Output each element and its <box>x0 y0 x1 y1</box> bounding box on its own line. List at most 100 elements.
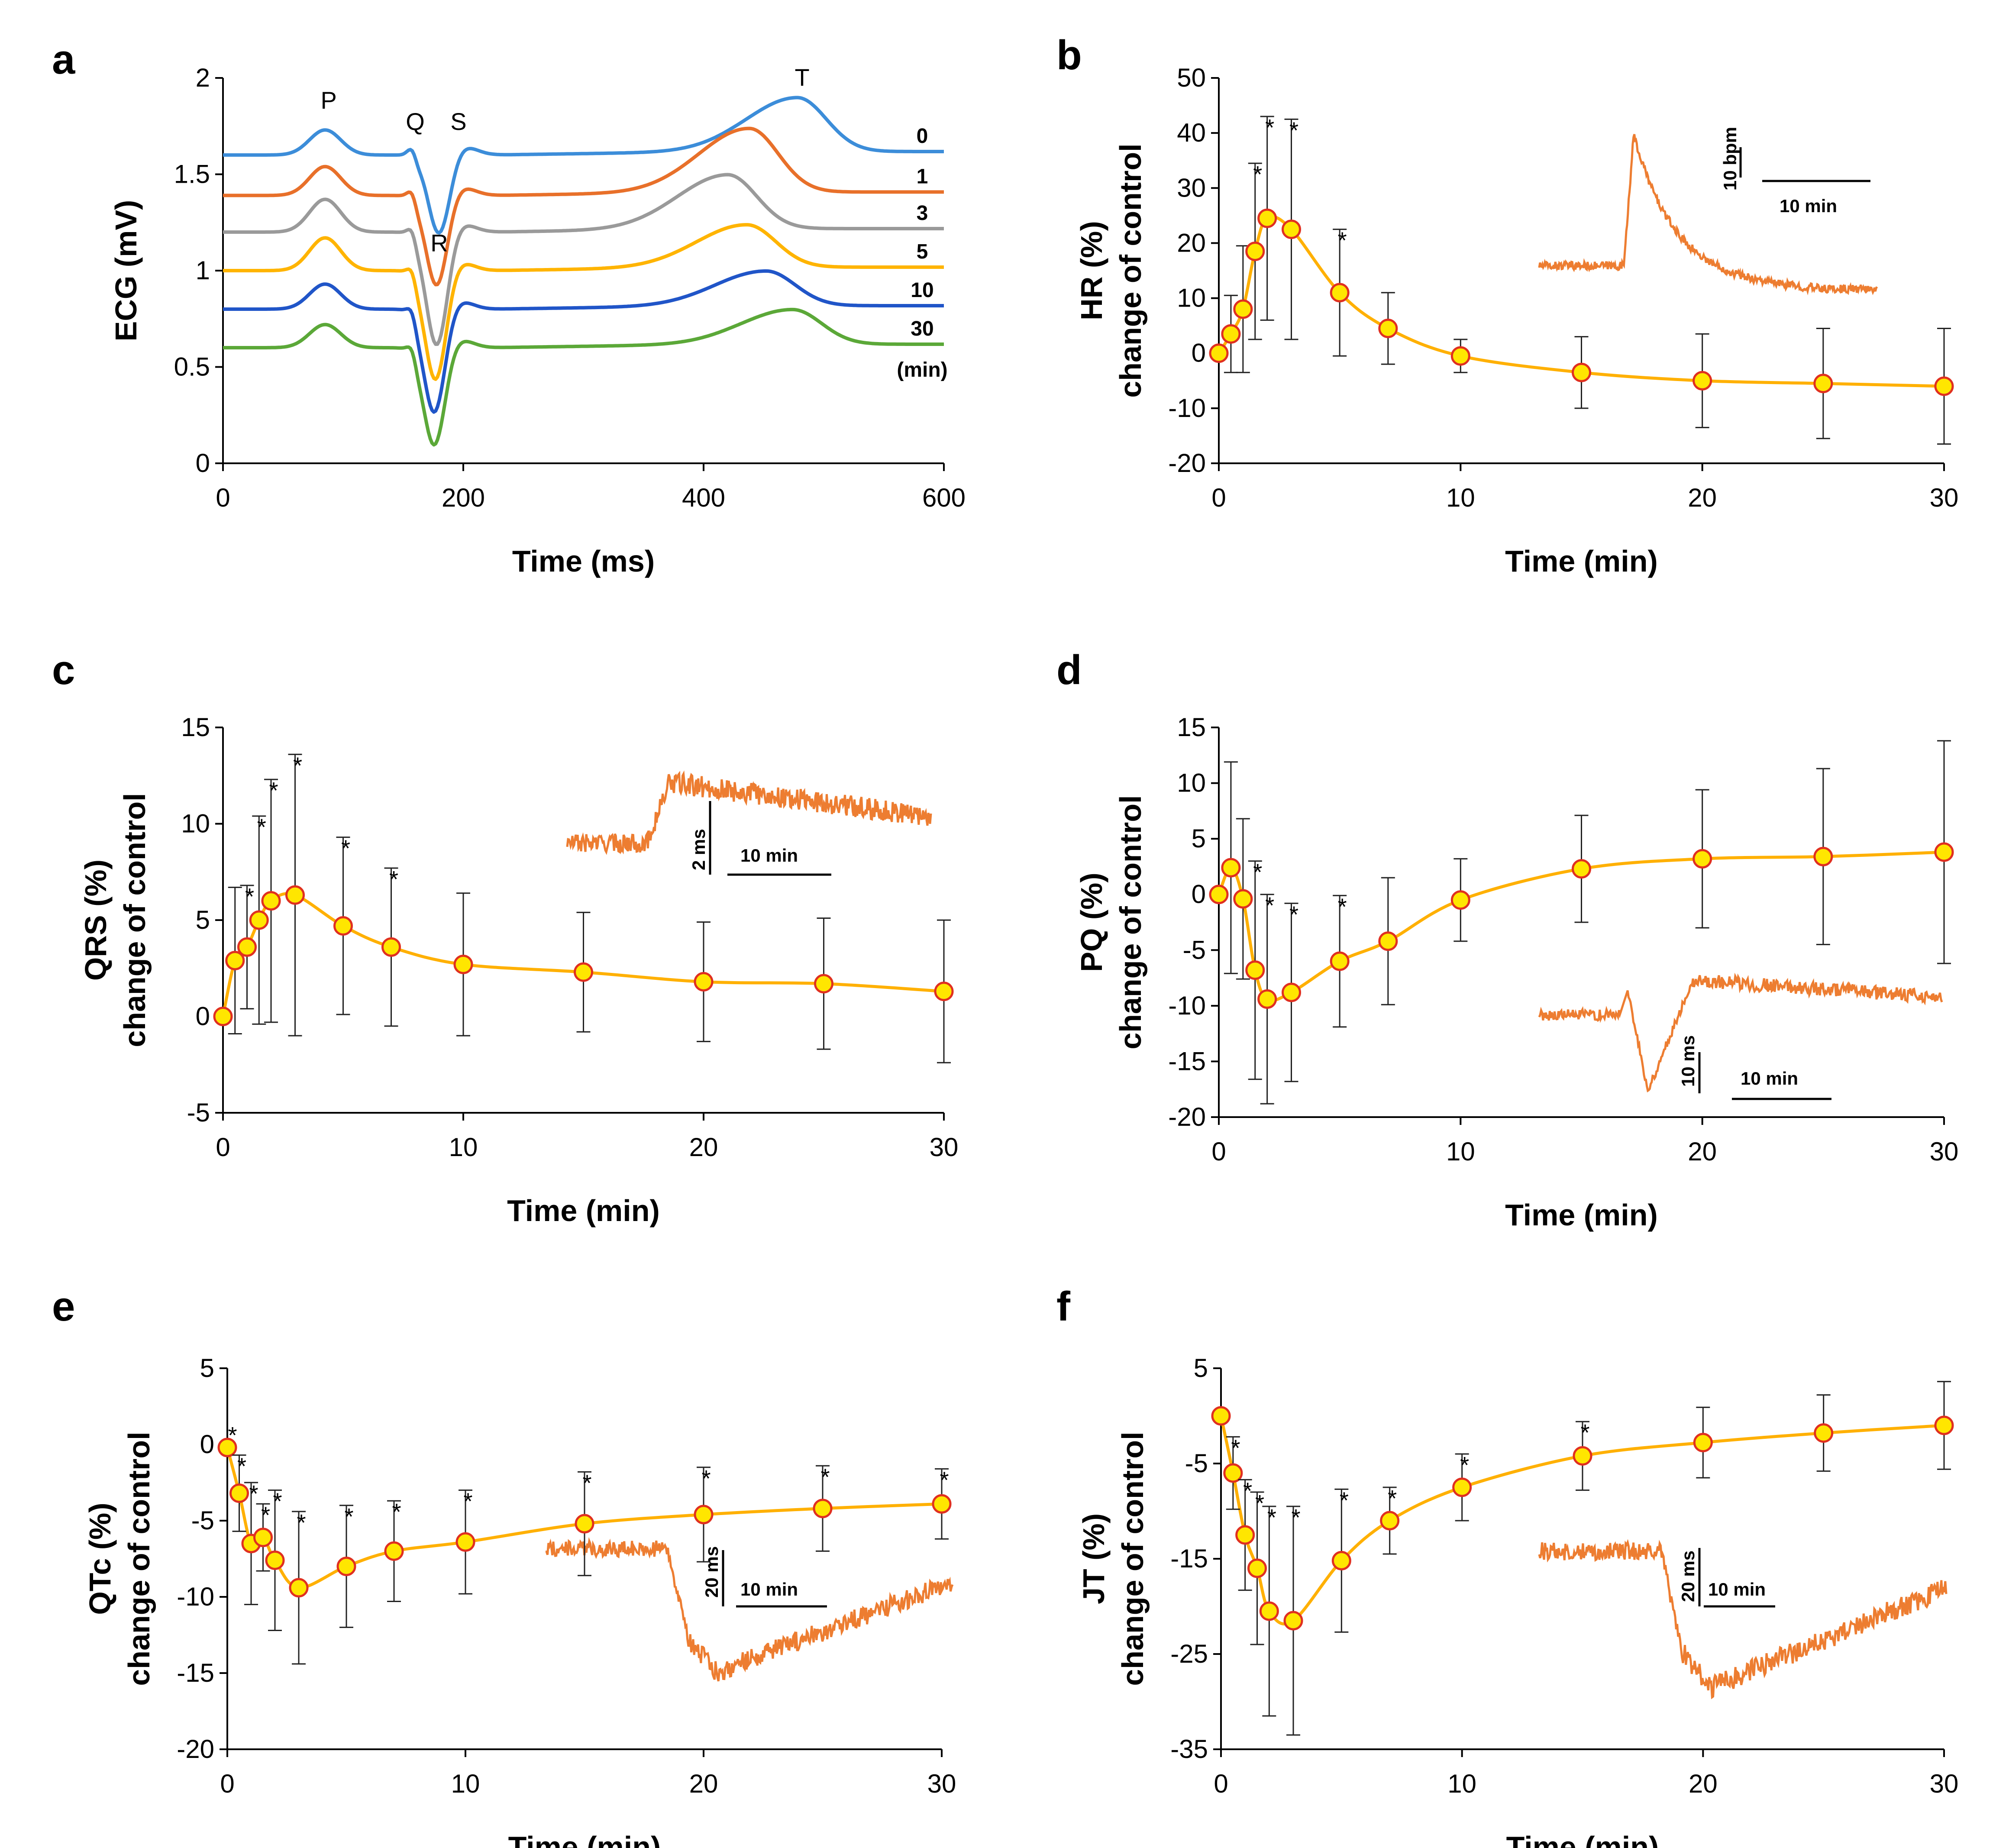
significance-star: * <box>701 1466 711 1492</box>
y-tick-label: 0.5 <box>174 352 210 381</box>
data-point <box>1934 1415 1954 1435</box>
inset-scale-x-label: 10 min <box>740 845 798 866</box>
x-tick-label: 0 <box>1211 483 1226 512</box>
data-point <box>1378 931 1398 951</box>
y-tick-label: -5 <box>187 1098 210 1127</box>
ecg-trace-3 <box>223 173 944 346</box>
inset-scale-y-label: 2 ms <box>688 829 709 870</box>
data-point <box>1378 319 1398 338</box>
y-axis-subtitle: change of control <box>118 793 152 1047</box>
significance-star: * <box>1265 115 1274 141</box>
wave-label-Q: Q <box>406 108 425 135</box>
y-axis-title: HR (%) <box>1075 221 1108 320</box>
inset-trace <box>566 770 932 855</box>
y-axis-title: QTc (%) <box>83 1502 117 1615</box>
y-tick-label: 50 <box>1177 63 1206 92</box>
significance-star: * <box>293 753 302 779</box>
ecg-trace-1 <box>223 126 944 287</box>
trace-label-3: 3 <box>917 202 928 225</box>
significance-star: * <box>1338 228 1347 254</box>
y-tick-label: -5 <box>1185 1449 1208 1478</box>
y-tick-label: 0 <box>196 1002 210 1031</box>
data-point <box>1209 885 1229 905</box>
wave-label-R: R <box>430 229 448 257</box>
data-point <box>1572 362 1591 382</box>
data-point <box>1282 220 1301 239</box>
trace-label-5: 5 <box>917 240 928 263</box>
wave-label-S: S <box>450 108 466 135</box>
data-point <box>1221 858 1241 878</box>
y-tick-label: -5 <box>1183 935 1206 964</box>
y-axis-title: QRS (%) <box>79 859 113 981</box>
data-point <box>381 937 401 957</box>
data-point <box>1330 951 1350 971</box>
data-point <box>932 1494 952 1514</box>
significance-star: * <box>389 866 398 892</box>
data-point <box>253 1528 273 1548</box>
ecg-trace-0 <box>223 96 944 235</box>
wave-label-P: P <box>321 87 337 114</box>
panel-f: f -35 -25 -15 -5 5 0 10 20 30 Time (min) JT (%) chan… <box>1056 1283 1958 1848</box>
y-tick-label: 10 <box>181 809 210 838</box>
y-tick-label: 30 <box>1177 173 1206 202</box>
data-point <box>1380 1511 1400 1531</box>
panel-letter-f: f <box>1056 1283 1071 1330</box>
x-tick-label: 10 <box>1447 1769 1476 1798</box>
data-point <box>336 1557 356 1577</box>
data-point <box>384 1541 404 1561</box>
data-point <box>285 885 305 905</box>
x-tick-label: 20 <box>689 1133 718 1162</box>
y-tick-label: 5 <box>1194 1354 1208 1383</box>
data-point <box>1814 1423 1834 1443</box>
y-tick-label: -15 <box>1168 1047 1206 1076</box>
significance-star: * <box>273 1489 282 1515</box>
x-axis-title: Time (min) <box>1505 1198 1658 1232</box>
y-axis-subtitle: change of control <box>1116 1431 1150 1686</box>
panel-letter-a: a <box>52 36 75 83</box>
inset-scale-x-label: 10 min <box>1780 196 1837 216</box>
y-axis-title: ECG (mV) <box>109 200 143 342</box>
x-tick-label: 10 <box>449 1133 478 1162</box>
ecg-trace-30 <box>223 307 944 447</box>
ecg-trace-10 <box>223 269 944 414</box>
data-point <box>1221 324 1241 344</box>
y-tick-label: -35 <box>1170 1735 1208 1764</box>
data-point <box>229 1483 249 1503</box>
inset-trace <box>1538 1539 1948 1699</box>
y-axis-subtitle: change of control <box>1114 795 1147 1049</box>
inset-scale-y-label: 20 ms <box>1678 1551 1698 1602</box>
data-point <box>1330 283 1350 303</box>
data-point <box>289 1578 309 1598</box>
x-tick-label: 0 <box>216 1133 230 1162</box>
significance-star: * <box>269 778 278 804</box>
data-point <box>1257 208 1277 228</box>
x-tick-label: 10 <box>451 1769 480 1798</box>
x-tick-label: 600 <box>922 483 966 512</box>
data-point <box>1245 960 1265 980</box>
data-point <box>453 954 473 974</box>
data-point <box>261 891 281 911</box>
data-point <box>1233 889 1253 909</box>
data-point <box>1450 890 1470 910</box>
significance-star: * <box>820 1464 830 1490</box>
x-tick-label: 20 <box>1688 1137 1717 1166</box>
x-tick-label: 30 <box>1930 1137 1959 1166</box>
data-point <box>237 937 257 957</box>
significance-star: * <box>463 1489 472 1515</box>
y-tick-label: 2 <box>196 63 210 92</box>
data-point <box>1259 1601 1279 1621</box>
panel-letter-c: c <box>52 647 75 693</box>
significance-star: * <box>1255 1490 1264 1516</box>
data-point <box>1211 1406 1231 1426</box>
series-line <box>221 892 944 1017</box>
significance-star: * <box>1388 1486 1397 1512</box>
panel-letter-b: b <box>1056 32 1082 78</box>
significance-star: * <box>940 1467 949 1493</box>
significance-star: * <box>1460 1452 1469 1478</box>
x-tick-label: 20 <box>1688 483 1717 512</box>
inset-scale-y-label: 20 ms <box>701 1546 722 1598</box>
y-axis-subtitle: change of control <box>1114 143 1147 397</box>
y-tick-label: 15 <box>1177 713 1206 742</box>
data-point <box>1209 343 1229 363</box>
